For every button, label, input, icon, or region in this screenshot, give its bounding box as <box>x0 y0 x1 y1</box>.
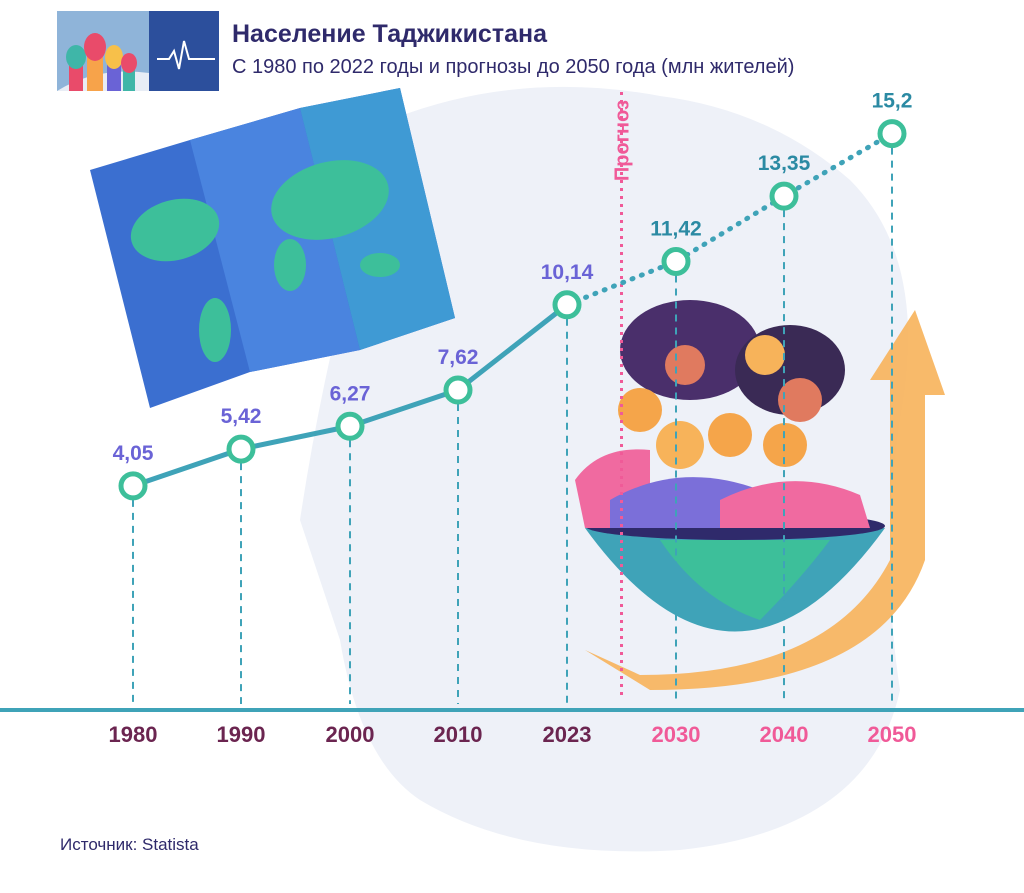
forecast-series-line <box>564 131 895 308</box>
page-subtitle: С 1980 по 2022 годы и прогнозы до 2050 г… <box>232 56 795 78</box>
x-tick-label: 1980 <box>109 722 158 747</box>
data-point <box>877 119 907 149</box>
growth-arrow-illustration <box>585 310 945 690</box>
value-label: 11,42 <box>650 217 701 240</box>
data-point <box>226 434 256 464</box>
value-label: 6,27 <box>330 382 371 405</box>
value-label: 10,14 <box>541 261 594 284</box>
page-title: Население Таджикистана <box>232 20 547 48</box>
value-label: 13,35 <box>758 152 811 175</box>
x-tick-label: 2023 <box>543 722 592 747</box>
data-point <box>661 246 691 276</box>
x-tick-label: 2040 <box>760 722 809 747</box>
data-point <box>335 411 365 441</box>
kremlin-logo <box>57 11 219 91</box>
source-note: Источник: Statista <box>60 835 199 854</box>
value-label: 5,42 <box>221 405 262 428</box>
world-map-illustration <box>90 88 455 408</box>
x-tick-label: 2010 <box>434 722 483 747</box>
x-tick-label: 2050 <box>868 722 917 747</box>
value-label: 7,62 <box>438 346 479 369</box>
data-point <box>118 471 148 501</box>
data-point <box>552 290 582 320</box>
data-point <box>443 375 473 405</box>
x-tick-label: 1990 <box>217 722 266 747</box>
x-tick-label: 2000 <box>326 722 375 747</box>
forecast-label: Прогноз <box>612 100 634 181</box>
value-label: 15,2 <box>872 90 913 113</box>
x-tick-label: 2030 <box>652 722 701 747</box>
value-label: 4,05 <box>113 442 154 465</box>
people-globe-illustration <box>575 300 885 632</box>
data-point <box>769 181 799 211</box>
